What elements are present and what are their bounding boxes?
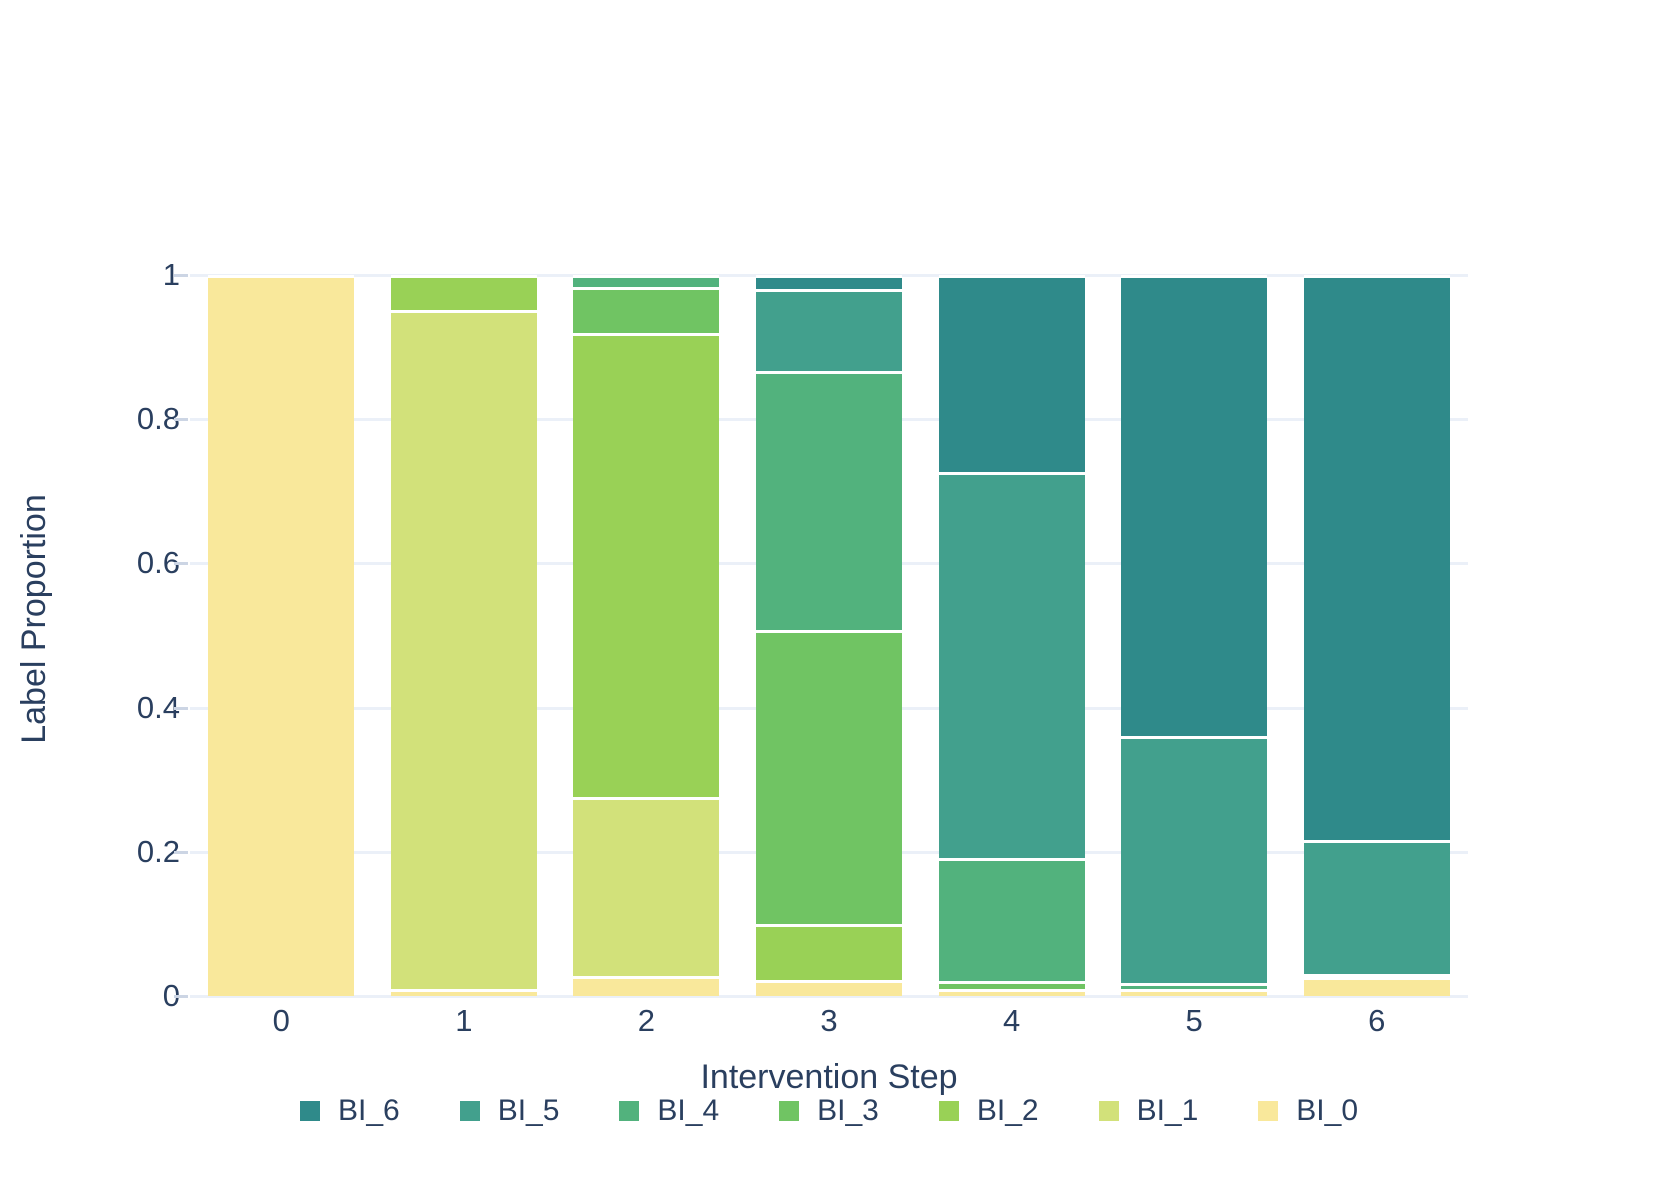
legend-swatch-icon [1098, 1101, 1119, 1121]
y-tick-mark [174, 418, 188, 422]
bar-segment-BI_3[interactable] [756, 629, 902, 924]
legend-item-BI_4[interactable]: BI_4 [619, 1094, 719, 1128]
bar-segment-BI_5[interactable] [756, 289, 902, 371]
legend-label: BI_2 [976, 1094, 1039, 1127]
bar-segment-BI_4[interactable] [756, 370, 902, 630]
x-tick-label: 2 [637, 1003, 656, 1038]
legend-label: BI_0 [1296, 1094, 1359, 1127]
bar-segment-BI_1[interactable] [390, 310, 537, 989]
bar-segment-BI_4[interactable] [1303, 974, 1450, 978]
bar-segment-BI_6[interactable] [1303, 275, 1450, 841]
legend-swatch-icon [938, 1101, 959, 1121]
bar-segment-BI_0[interactable] [390, 988, 537, 996]
bar-segment-BI_0[interactable] [1303, 977, 1450, 996]
bar-segment-BI_3[interactable] [938, 980, 1085, 989]
bar-segment-BI_0[interactable] [756, 980, 902, 996]
bar-segment-BI_4[interactable] [573, 275, 720, 288]
y-tick-mark [174, 995, 188, 998]
y-tick-label: 0.2 [136, 833, 180, 869]
bar-segment-BI_0[interactable] [938, 988, 1085, 996]
bar-segment-BI_5[interactable] [938, 471, 1085, 858]
bar-segment-BI_2[interactable] [573, 333, 720, 798]
y-tick-mark [174, 706, 188, 710]
bar-segment-BI_4[interactable] [938, 857, 1085, 981]
bar-step-0 [208, 275, 355, 996]
legend-item-BI_2[interactable]: BI_2 [938, 1094, 1039, 1128]
y-tick-mark [174, 850, 188, 854]
legend-item-BI_5[interactable]: BI_5 [459, 1094, 560, 1128]
y-tick-mark [174, 274, 188, 277]
bar-segment-BI_4[interactable] [1121, 983, 1268, 989]
legend: BI_6 BI_5 BI_4 BI_3 BI_2 BI_1 BI_0 [190, 1094, 1468, 1128]
y-axis-title: Label Proportion [15, 494, 53, 744]
grid-line [190, 995, 1468, 998]
x-tick-label: 1 [455, 1003, 473, 1038]
legend-swatch-icon [779, 1101, 800, 1121]
y-tick-label: 0.6 [136, 545, 180, 581]
x-tick-label: 4 [1002, 1003, 1021, 1038]
y-tick-mark [174, 562, 188, 566]
bar-step-4 [938, 275, 1085, 996]
y-tick-label: 0 [162, 978, 180, 1013]
bar-segment-BI_5[interactable] [1303, 840, 1450, 975]
bar-step-3 [756, 275, 902, 996]
x-tick-label: 0 [272, 1003, 290, 1038]
bar-segment-BI_1[interactable] [573, 797, 720, 976]
x-tick-label: 6 [1368, 1003, 1386, 1038]
bar-segment-BI_6[interactable] [1121, 275, 1268, 737]
bar-step-5 [1121, 275, 1268, 996]
legend-item-BI_0[interactable]: BI_0 [1258, 1094, 1358, 1128]
plot-area [190, 274, 1468, 998]
bar-segment-BI_2[interactable] [756, 923, 902, 981]
bar-segment-BI_6[interactable] [938, 275, 1085, 472]
legend-label: BI_5 [497, 1094, 560, 1127]
legend-swatch-icon [299, 1101, 320, 1121]
bar-segment-BI_0[interactable] [1121, 988, 1268, 996]
bar-step-2 [573, 275, 720, 996]
legend-label: BI_4 [657, 1094, 720, 1127]
bar-step-6 [1303, 275, 1450, 996]
y-tick-label: 0.4 [136, 689, 180, 725]
y-tick-label: 1 [162, 257, 180, 292]
bar-segment-BI_2[interactable] [390, 275, 537, 311]
bar-segment-BI_0[interactable] [573, 975, 720, 996]
legend-swatch-icon [1258, 1101, 1279, 1121]
y-tick-label: 0.8 [136, 401, 180, 437]
legend-item-BI_6[interactable]: BI_6 [299, 1094, 400, 1128]
x-tick-label: 3 [820, 1003, 838, 1038]
bar-segment-BI_3[interactable] [573, 287, 720, 334]
legend-swatch-icon [619, 1101, 640, 1121]
legend-item-BI_1[interactable]: BI_1 [1098, 1094, 1199, 1128]
legend-label: BI_1 [1136, 1094, 1199, 1127]
bar-segment-BI_5[interactable] [1121, 736, 1268, 984]
bar-step-1 [390, 275, 537, 996]
x-axis-title: Intervention Step [700, 1058, 958, 1096]
legend-label: BI_3 [817, 1094, 879, 1127]
bar-segment-BI_0[interactable] [208, 275, 355, 996]
legend-swatch-icon [459, 1101, 480, 1121]
x-tick-label: 5 [1185, 1003, 1203, 1038]
legend-label: BI_6 [337, 1094, 400, 1127]
bar-segment-BI_6[interactable] [756, 275, 902, 290]
legend-item-BI_3[interactable]: BI_3 [779, 1094, 879, 1128]
